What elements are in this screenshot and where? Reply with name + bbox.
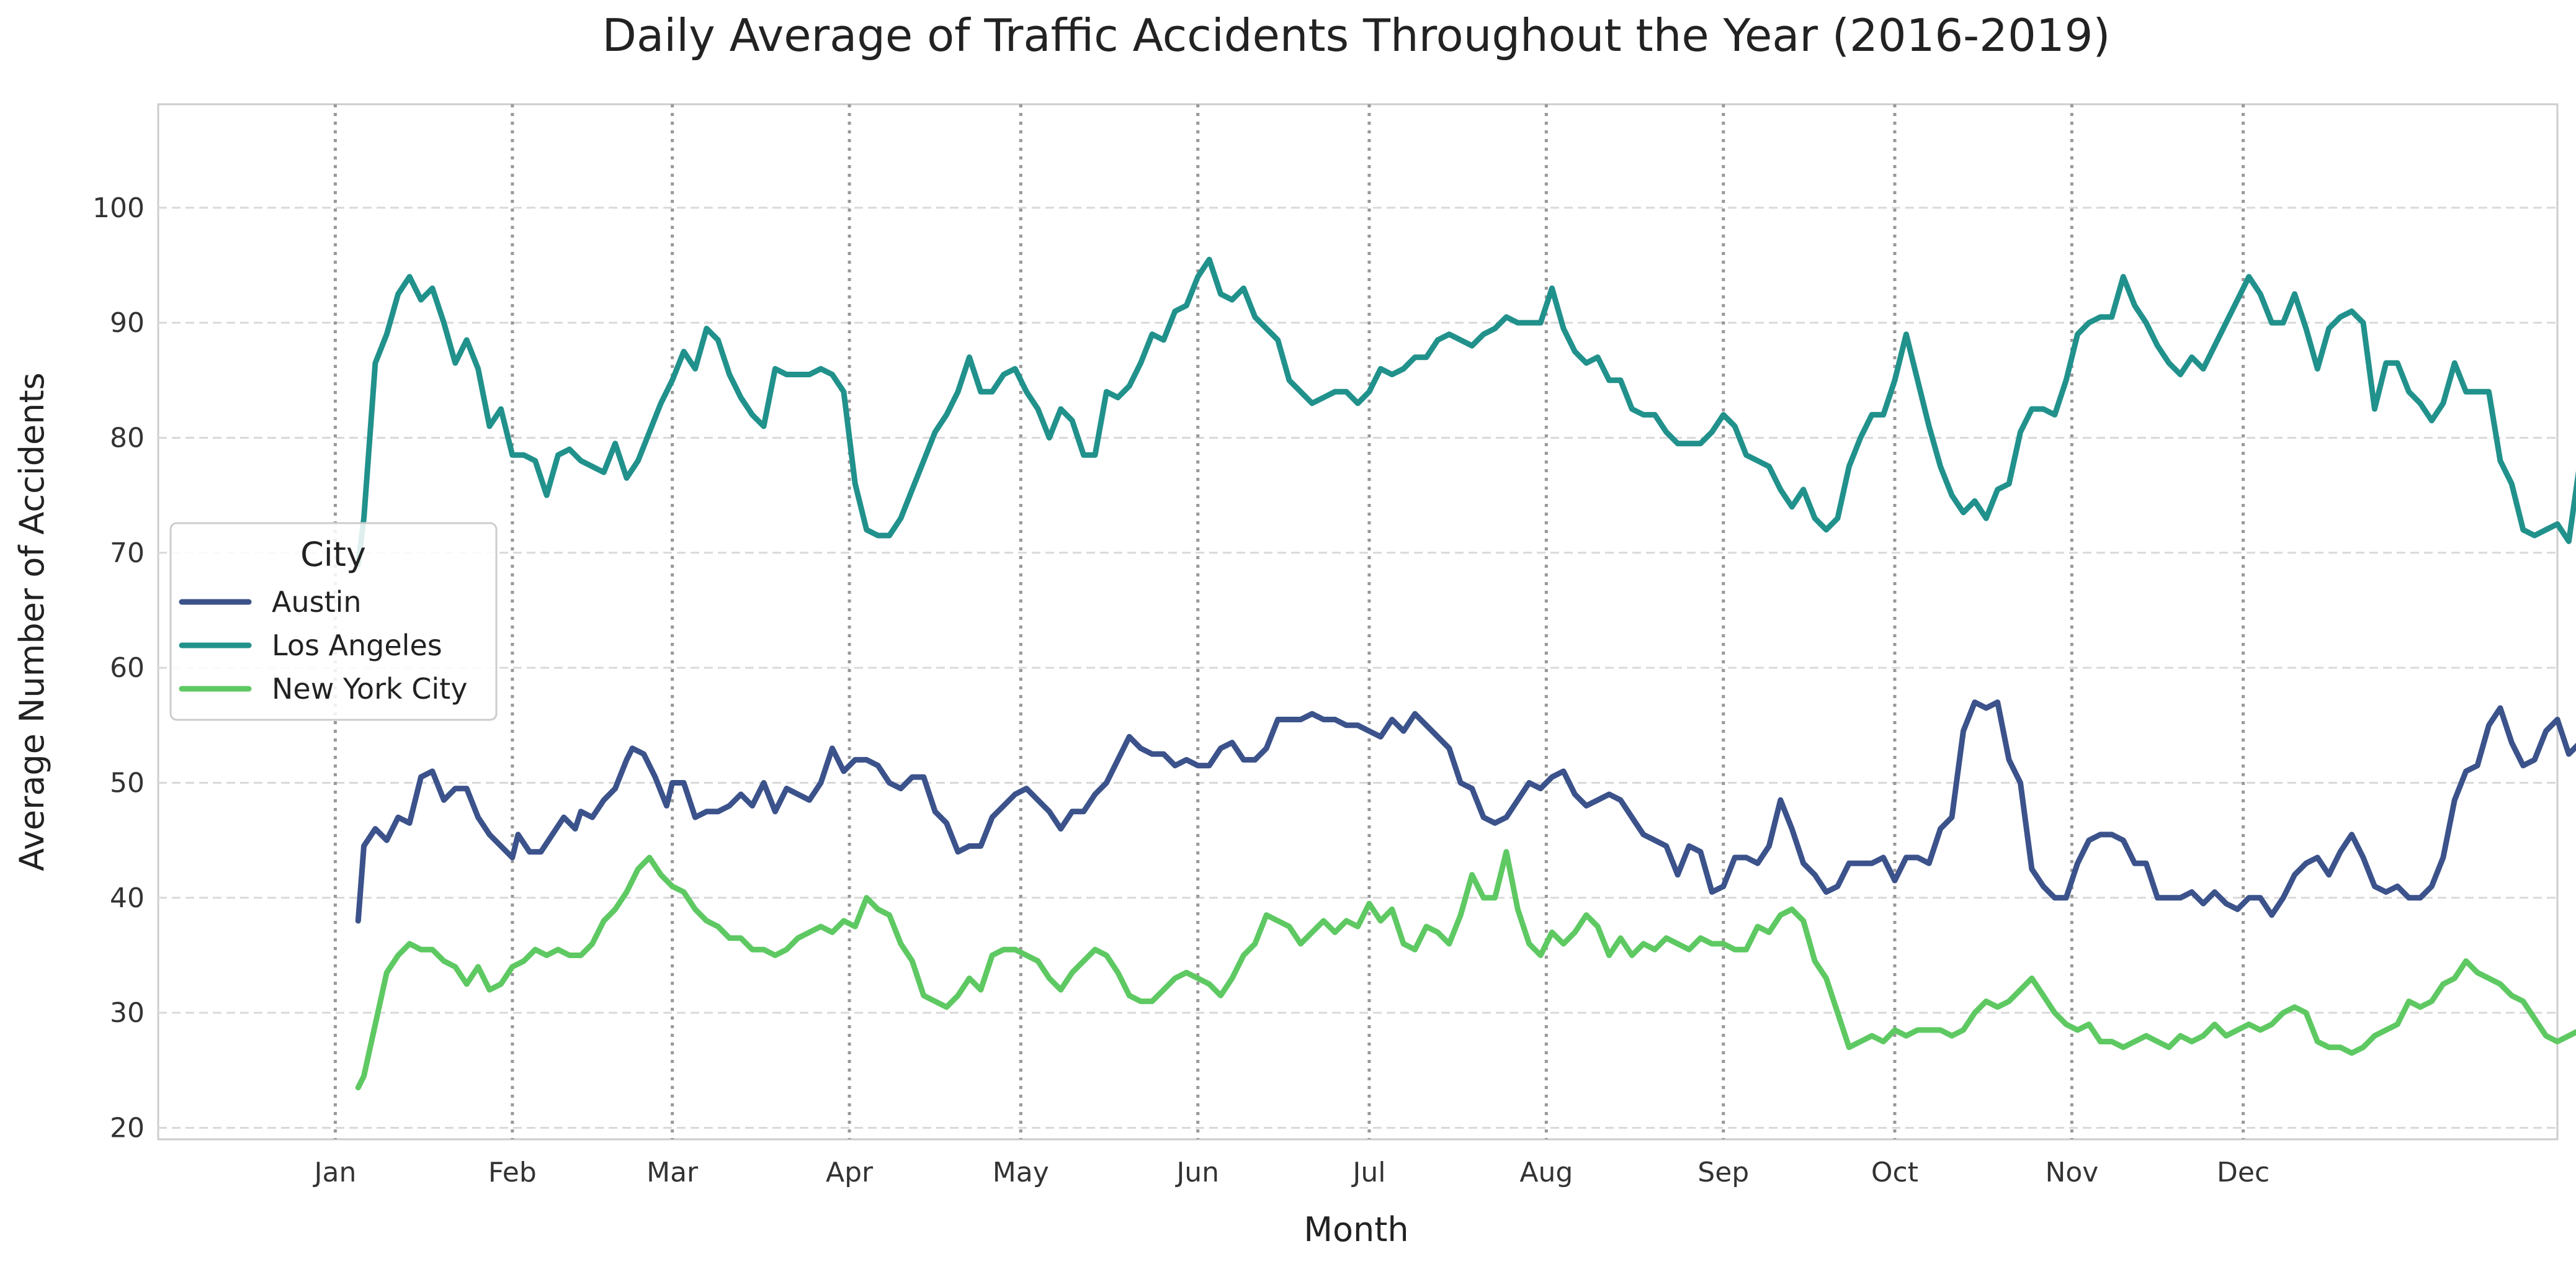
x-tick-label: Jul [1351, 1157, 1385, 1188]
y-tick-label: 90 [110, 307, 145, 339]
legend-title: City [300, 535, 366, 574]
legend-items: Austin Los Angeles New York City [179, 585, 467, 706]
y-tick-label: 50 [110, 767, 145, 799]
y-tick-label: 30 [110, 997, 145, 1029]
x-tick-label: Sep [1697, 1157, 1749, 1188]
legend-label: Austin [272, 585, 362, 619]
x-tick-label: Jan [313, 1157, 357, 1188]
legend-box [169, 522, 498, 721]
horizontal-gridlines [158, 207, 2557, 1129]
x-axis-ticks: Jan Feb Mar Apr May Jun Jul Aug Sep Oct Nov Dec [313, 1157, 2270, 1188]
series-lines [355, 256, 2576, 1091]
x-tick-label: Dec [2217, 1157, 2270, 1188]
series-line-los-angeles [355, 256, 2576, 567]
y-tick-label: 40 [110, 882, 145, 914]
x-tick-label: Feb [488, 1157, 537, 1188]
y-tick-label: 100 [92, 192, 145, 224]
x-tick-label: May [993, 1157, 1049, 1188]
legend: City Austin Los Angeles New York City [169, 522, 498, 721]
x-tick-label: Nov [2045, 1157, 2098, 1188]
y-tick-label: 70 [110, 537, 145, 569]
y-tick-label: 80 [110, 422, 145, 454]
legend-label: Los Angeles [272, 629, 442, 662]
y-tick-label: 60 [110, 652, 145, 684]
x-tick-label: Oct [1871, 1157, 1918, 1188]
plot-area [157, 103, 2559, 1141]
month-gridlines [333, 104, 2245, 1139]
legend-label: New York City [272, 672, 467, 706]
x-tick-label: Apr [826, 1157, 874, 1188]
series-line-new-york-city [355, 849, 2576, 1091]
y-axis-ticks: 20 30 40 50 60 70 80 90 100 [92, 192, 145, 1144]
chart-title: Daily Average of Traffic Accidents Throu… [602, 9, 2111, 61]
x-tick-label: Mar [646, 1157, 699, 1188]
y-axis-title: Average Number of Accidents [12, 372, 51, 871]
x-axis-title: Month [1304, 1210, 1408, 1249]
x-tick-label: Jun [1174, 1157, 1219, 1188]
series-line-austin [355, 699, 2576, 924]
y-tick-label: 20 [110, 1112, 145, 1144]
x-tick-label: Aug [1519, 1157, 1573, 1188]
